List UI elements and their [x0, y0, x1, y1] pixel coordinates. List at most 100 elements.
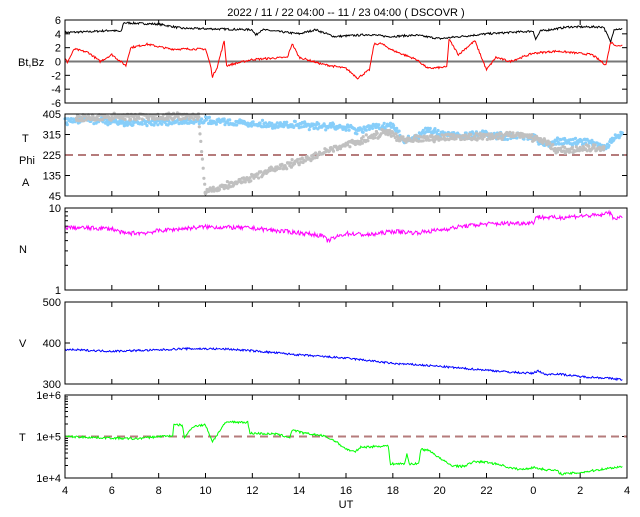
data-point-flagged	[554, 148, 559, 153]
data-point-phi	[347, 128, 351, 132]
data-point-phi	[235, 123, 239, 127]
data-point-phi	[554, 142, 558, 146]
data-point-phi-flagged	[241, 180, 245, 184]
data-point-phi	[108, 121, 112, 125]
data-point-phi	[431, 131, 435, 135]
data-point-phi-flagged	[361, 135, 365, 139]
data-point-phi-flagged	[290, 158, 294, 162]
data-point-phi-flagged	[299, 160, 303, 164]
data-point-phi-flagged	[364, 133, 368, 137]
data-point-phi	[285, 120, 289, 124]
x-tick-label: 18	[387, 485, 399, 497]
data-point-flagged	[601, 145, 606, 150]
chart-title: 2022 / 11 / 22 04:00 -- 11 / 23 04:00 ( …	[227, 7, 464, 19]
y-tick-label: 300	[43, 379, 61, 391]
data-point-phi	[607, 143, 611, 148]
data-point-phi	[364, 128, 368, 132]
data-point-phi	[571, 137, 575, 141]
data-point-phi-flagged	[192, 117, 196, 121]
data-point-phi	[94, 121, 98, 125]
data-point-phi	[307, 128, 311, 132]
data-point-phi	[145, 124, 149, 128]
data-point-phi	[278, 121, 282, 125]
y-axis-label: T	[22, 133, 29, 145]
data-point-phi	[222, 117, 226, 121]
data-point-phi-flagged	[289, 161, 293, 165]
y-tick-label: 225	[43, 150, 61, 162]
data-point-phi	[260, 118, 265, 122]
data-point-phi-flagged	[83, 114, 87, 118]
panel-frame	[64, 394, 628, 479]
data-point-phi-flagged	[222, 187, 226, 191]
data-point-flagged	[196, 114, 201, 119]
panel-frame	[64, 113, 628, 197]
x-tick-label: 20	[434, 485, 446, 497]
data-point-phi-flagged	[259, 170, 263, 174]
data-point-phi-flagged	[217, 187, 222, 191]
data-point-phi	[170, 122, 174, 126]
data-point-phi-flagged	[481, 137, 485, 141]
data-point-phi	[397, 129, 401, 133]
data-point-phi-flagged	[511, 131, 515, 135]
y-tick-label: 1	[55, 285, 61, 297]
data-point-phi-flagged	[100, 118, 105, 122]
data-point-phi-flagged	[375, 131, 379, 135]
data-point-phi-flagged	[373, 136, 377, 140]
data-point-phi-flagged	[249, 179, 253, 183]
data-point-phi	[106, 123, 110, 127]
data-point-phi	[251, 120, 255, 124]
data-point-phi-flagged	[78, 115, 82, 119]
series-line-t	[64, 420, 623, 476]
panel-v: 500 400 300 V	[19, 297, 628, 391]
data-point-phi-flagged	[285, 167, 289, 171]
data-point-phi	[370, 126, 375, 130]
data-point-phi-flagged	[278, 166, 282, 171]
x-tick-label: 14	[293, 485, 305, 497]
data-point-phi	[433, 127, 437, 131]
data-point-phi-flagged	[314, 151, 318, 155]
data-point-phi	[275, 121, 279, 125]
data-point-phi-flagged	[469, 132, 473, 137]
data-point-phi-flagged	[574, 145, 578, 149]
data-point-phi-flagged	[421, 139, 425, 143]
data-point-phi-flagged	[202, 176, 206, 180]
data-point-phi-flagged	[200, 150, 204, 154]
data-point-phi-flagged	[444, 133, 448, 137]
data-point-phi	[324, 128, 328, 132]
data-point-phi-flagged	[79, 119, 83, 123]
data-point-flagged	[102, 114, 107, 119]
y-axis-label: A	[22, 177, 30, 189]
data-point-phi-flagged	[243, 180, 247, 184]
data-point-phi-flagged	[111, 116, 115, 121]
data-point-phi	[207, 121, 211, 126]
data-point-phi	[264, 121, 268, 125]
data-point-phi	[557, 142, 561, 146]
data-point-phi-flagged	[230, 181, 234, 185]
data-point-phi-flagged	[487, 132, 491, 136]
data-point-phi	[214, 122, 218, 126]
data-point-phi-flagged	[176, 115, 180, 119]
data-point-phi-flagged	[198, 132, 202, 136]
data-point-phi	[503, 137, 507, 141]
data-point-phi-flagged	[199, 139, 203, 143]
y-tick-label: 1e+4	[36, 473, 61, 485]
data-point-phi-flagged	[197, 125, 201, 129]
data-point-phi-flagged	[129, 117, 133, 121]
y-tick-label: 10	[49, 203, 61, 215]
data-point-phi-flagged	[508, 130, 512, 134]
data-point-phi-flagged	[256, 172, 260, 176]
data-point-phi-flagged	[297, 163, 301, 167]
data-point-phi	[160, 122, 164, 126]
data-point-phi	[580, 139, 584, 143]
data-point-phi	[123, 123, 127, 127]
panel-t: 4 6 8 10 12 14 16 18 20 22 0 2 4 1e+6 1e+5 1e+4 T	[19, 390, 630, 497]
data-point-phi-flagged	[427, 138, 432, 142]
data-point-phi	[361, 130, 365, 134]
data-point-phi-flagged	[146, 117, 151, 122]
data-point-phi	[293, 119, 297, 124]
data-point-phi-flagged	[452, 133, 456, 137]
series-line-bz	[64, 38, 623, 80]
data-point-phi-flagged	[248, 176, 252, 180]
x-axis-label: UT	[339, 499, 354, 511]
data-point-phi	[506, 137, 510, 142]
